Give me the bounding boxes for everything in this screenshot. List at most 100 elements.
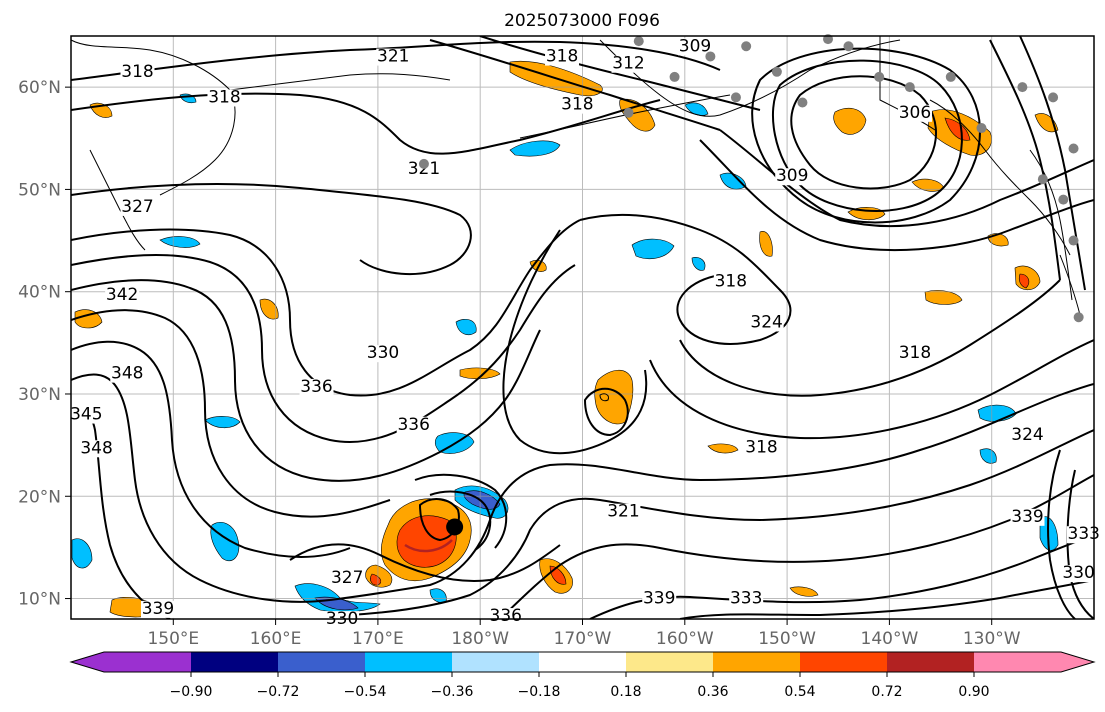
city-marker: [741, 41, 752, 52]
contour-label-bg: [642, 590, 677, 608]
colorbar-swatch: [104, 652, 192, 672]
city-marker: [771, 66, 782, 77]
colorbar-swatch: [365, 652, 453, 672]
lat-tick-label: 50°N: [18, 180, 61, 200]
contour-mid-pac-3: [649, 339, 1094, 440]
contour-label-bg: [110, 365, 145, 383]
contour-label-bg: [729, 590, 764, 608]
contour-label-bg: [120, 198, 155, 216]
storm-red-area: [396, 515, 457, 568]
contour-label: 348: [111, 364, 143, 384]
lon-tick-label: 150°E: [147, 629, 199, 649]
contour-label-bg: [366, 345, 401, 363]
lon-tick-label: 170°W: [554, 629, 612, 649]
coast-bc: [1029, 149, 1073, 301]
colorbar-tick-label: 0.18: [610, 684, 641, 700]
coast-aleutians: [519, 94, 731, 139]
lat-tick-label: 20°N: [18, 487, 61, 507]
contour-north-1: [71, 40, 721, 81]
contour-label-bg: [1061, 565, 1096, 583]
orange-sub-165w: [707, 443, 739, 454]
city-marker: [874, 71, 885, 82]
colorbar-swatch: [539, 652, 627, 672]
lat-tick-label: 10°N: [18, 590, 61, 610]
contour-label: 327: [121, 197, 153, 217]
contour-label: 318: [899, 343, 931, 363]
contour-label-bg: [140, 600, 175, 618]
map-panel: 318 318 321 318 312 309 318 321 327 342 309 306 318 3…: [69, 34, 1101, 629]
contour-subtrop-3: [499, 474, 1094, 619]
colorbar-tick-label: −0.18: [518, 684, 561, 700]
contour-label: 345: [70, 405, 102, 425]
contour-north-3: [429, 39, 721, 131]
coast-alaska-west: [599, 39, 901, 117]
colorbar-tick-label: −0.72: [257, 684, 300, 700]
contour-gulf-ring-mid: [772, 59, 963, 212]
contour-mid-pac-2: [679, 279, 1061, 397]
cyan-w-edge-45n: [159, 236, 201, 248]
contour-label: 330: [367, 343, 399, 363]
contour-label: 324: [750, 313, 782, 333]
cyan-east-22n: [979, 448, 997, 464]
contour-label-bg: [611, 55, 646, 73]
contour-label: 318: [745, 437, 777, 457]
contour-label-bg: [1010, 427, 1045, 445]
lon-tick-label: 160°E: [250, 629, 302, 649]
colorbar-swatch: [278, 652, 366, 672]
contour-label-bg: [1066, 526, 1101, 544]
contour-label: 348: [80, 438, 112, 458]
contour-label-bg: [299, 378, 334, 396]
contour-inner-storm-2: [414, 473, 508, 549]
city-marker: [1037, 174, 1048, 185]
storm-center-dot: [446, 518, 464, 536]
contour-label-bg: [744, 439, 779, 457]
cyan-alaska-2: [684, 102, 709, 116]
contour-label-bg: [105, 286, 140, 304]
lon-tick-label: 140°W: [861, 629, 919, 649]
contour-label: 339: [142, 599, 174, 619]
contour-label: 330: [1062, 563, 1094, 583]
contour-label-bg: [406, 161, 441, 179]
city-marker: [705, 51, 716, 62]
contour-label: 312: [612, 54, 644, 74]
longitude-tick-labels: 150°E 160°E 170°E 180°W 170°W 160°W 150°W 140°W…: [147, 619, 1021, 649]
city-marker: [1058, 194, 1069, 205]
coast-kuril: [89, 149, 146, 251]
lon-tick-label: 130°W: [963, 629, 1021, 649]
contour-west-jet-1: [71, 219, 581, 397]
contour-label: 336: [300, 377, 332, 397]
city-marker: [418, 158, 429, 169]
contour-label-bg: [749, 314, 784, 332]
city-marker: [1073, 312, 1084, 323]
orange-w-coast-20n: [789, 586, 819, 597]
storm-darkred-arc: [404, 539, 453, 553]
orange-east-35n: [924, 290, 963, 305]
contour-se-1: [1047, 449, 1076, 619]
coast-alaska-panhandle: [929, 99, 1071, 256]
contour-alaska-sweep-2: [699, 139, 1094, 252]
contour-ne-1: [989, 39, 1061, 281]
lat-tick-label: 30°N: [18, 385, 61, 405]
contour-label: 333: [730, 589, 762, 609]
contour-label-bg: [207, 89, 242, 107]
red-west-coast: [1018, 273, 1030, 289]
city-markers: [418, 34, 1084, 323]
contour-label: 336: [397, 415, 429, 435]
lat-tick-label: 40°N: [18, 283, 61, 303]
contour-label: 321: [408, 159, 440, 179]
city-marker: [633, 36, 644, 47]
contour-west-jet-4: [71, 309, 391, 518]
city-marker: [1068, 235, 1079, 246]
city-marker: [976, 123, 987, 134]
coast-hawaii-isl: [599, 393, 609, 402]
lat-tick-label: 60°N: [18, 78, 61, 98]
cyan-35n-180w: [455, 319, 477, 335]
orange-dateline-45n: [759, 231, 773, 257]
contour-label: 318: [121, 62, 153, 82]
contour-west-jet-5: [71, 340, 351, 558]
colorbar-tick-label: −0.90: [170, 684, 213, 700]
contour-label-bg: [79, 440, 114, 458]
lon-tick-label: 170°E: [352, 629, 404, 649]
city-marker: [945, 71, 956, 82]
